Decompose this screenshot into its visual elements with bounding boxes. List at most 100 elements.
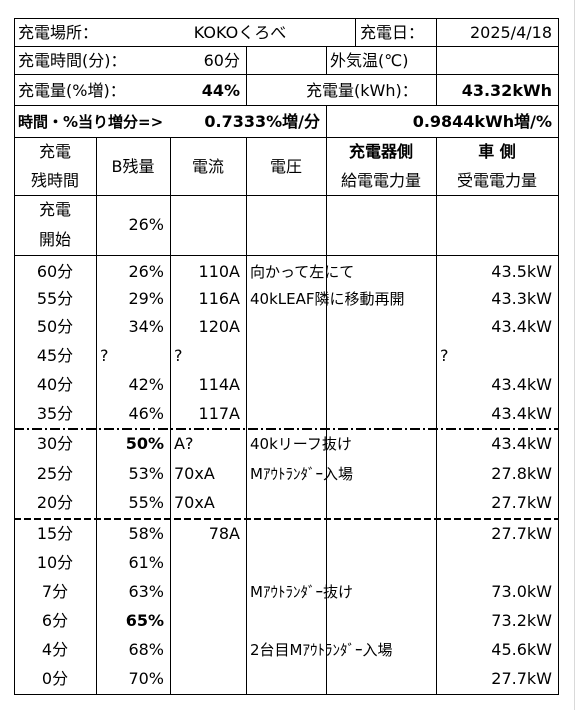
row-note <box>246 519 436 548</box>
row-vehicle-power: ? <box>440 345 449 365</box>
grid-line <box>326 105 327 137</box>
row-vehicle-power: 43.4kW <box>491 316 552 336</box>
row-current <box>170 577 246 606</box>
row-battery: 61% <box>128 552 164 572</box>
place-label: 充電場所： <box>18 22 99 42</box>
header-battery: B残量 <box>111 156 155 176</box>
row-current: 70xA <box>174 492 215 512</box>
row-remaining-time: 4分 <box>41 639 69 659</box>
row-remaining-time: 0分 <box>41 668 69 688</box>
row-battery: 55% <box>128 492 164 512</box>
row-vehicle-power: 73.0kW <box>491 581 552 601</box>
row-note <box>246 399 436 428</box>
charge-kwh-label: 充電量(kWh)： <box>306 80 418 100</box>
row-battery: 53% <box>128 463 164 483</box>
row-remaining-time: 45分 <box>36 345 74 365</box>
rate-kwh-per-percent: 0.9844kWh増/% <box>412 112 552 131</box>
row-remaining-time: 25分 <box>36 463 74 483</box>
row-current: 116A <box>198 288 240 308</box>
row-remaining-time: 30分 <box>36 433 74 453</box>
row-vehicle-power <box>436 548 558 577</box>
row-battery: 42% <box>128 374 164 394</box>
row-note <box>246 664 436 693</box>
row-note: Mｱｳﾄﾗﾝﾀﾞｰ入場 <box>250 464 353 483</box>
grid-line <box>14 195 559 196</box>
row-note <box>246 488 436 517</box>
row-battery: 50% <box>125 433 164 453</box>
grid-line <box>170 137 171 695</box>
grid-line <box>246 137 247 695</box>
sheet-column-gridline <box>574 0 575 710</box>
row-remaining-time: 60分 <box>36 261 74 281</box>
row-remaining-time: 15分 <box>36 523 74 543</box>
grid-line <box>14 694 559 695</box>
grid-line <box>326 137 327 695</box>
row-vehicle-power: 27.7kW <box>491 668 552 688</box>
row-battery: 34% <box>128 316 164 336</box>
row-vehicle-power: 43.5kW <box>491 261 552 281</box>
header-charger-l1: 充電器側 <box>348 142 413 162</box>
rate-label: 時間・%当り増分=> <box>18 113 164 131</box>
row-battery: 70% <box>128 668 164 688</box>
header-remaining-l1: 充電 <box>38 142 71 162</box>
row-note: 向かって左にて <box>250 262 355 281</box>
time-label: 充電時間(分)： <box>18 50 127 70</box>
place-value: KOKOくろべ <box>193 22 287 42</box>
row-vehicle-power: 43.3kW <box>491 288 552 308</box>
date-value: 2025/4/18 <box>469 22 552 42</box>
dash-dot-separator <box>14 428 559 430</box>
row-battery: ? <box>100 345 109 365</box>
dashed-separator <box>14 518 559 520</box>
rate-percent-per-minute: 0.7333%増/分 <box>204 112 320 131</box>
grid-line <box>14 137 559 138</box>
row-note: 40kLEAF隣に移動再開 <box>250 289 405 308</box>
row-vehicle-power: 27.7kW <box>491 523 552 543</box>
charge-percent-value: 44% <box>201 80 240 100</box>
row-battery: 68% <box>128 639 164 659</box>
grid-line <box>96 137 97 695</box>
row-current <box>170 635 246 664</box>
row-vehicle-power: 73.2kW <box>491 610 552 630</box>
row-note: Mｱｳﾄﾗﾝﾀﾞｰ抜け <box>250 582 353 601</box>
header-vehicle-l1: 車 側 <box>478 142 516 162</box>
row-current: 120A <box>198 316 240 336</box>
grid-line <box>355 18 356 46</box>
row-battery: 46% <box>128 403 164 423</box>
row-vehicle-power: 27.8kW <box>491 463 552 483</box>
time-value: 60分 <box>203 50 240 70</box>
grid-line <box>436 137 437 695</box>
temperature-label: 外気温(℃) <box>330 50 409 70</box>
row-remaining-time: 7分 <box>41 581 69 601</box>
row-battery: 58% <box>128 523 164 543</box>
row-remaining-time: 6分 <box>41 610 69 630</box>
grid-line <box>14 74 559 75</box>
grid-line <box>246 46 247 105</box>
temperature-value <box>436 47 558 74</box>
grid-line <box>14 18 15 695</box>
row-vehicle-power: 27.7kW <box>491 492 552 512</box>
row-current <box>170 548 246 577</box>
row-remaining-time: 40分 <box>36 374 74 394</box>
row-vehicle-power: 43.4kW <box>491 374 552 394</box>
row-note <box>246 370 436 399</box>
charge-kwh-value: 43.32kWh <box>461 80 552 100</box>
header-remaining-l2: 残時間 <box>30 170 79 190</box>
start-label-l1: 充電 <box>38 200 71 219</box>
row-current: 117A <box>198 403 240 423</box>
row-remaining-time: 35分 <box>36 403 74 423</box>
row-vehicle-power: 43.4kW <box>491 403 552 423</box>
grid-line <box>14 46 559 47</box>
header-voltage: 電圧 <box>269 156 302 176</box>
date-label: 充電日： <box>360 22 425 42</box>
row-remaining-time: 50分 <box>36 316 74 336</box>
header-current: 電流 <box>191 156 224 176</box>
row-note <box>246 312 436 341</box>
row-current: 114A <box>198 374 240 394</box>
charge-percent-label: 充電量(%増)： <box>18 80 126 100</box>
header-charger-side: 充電器側 給電電力量 <box>326 138 436 195</box>
row-vehicle-power: 45.6kW <box>491 639 552 659</box>
row-note: 40kリーフ抜け <box>250 434 352 453</box>
row-battery: 63% <box>128 581 164 601</box>
row-current: 78A <box>208 523 240 543</box>
